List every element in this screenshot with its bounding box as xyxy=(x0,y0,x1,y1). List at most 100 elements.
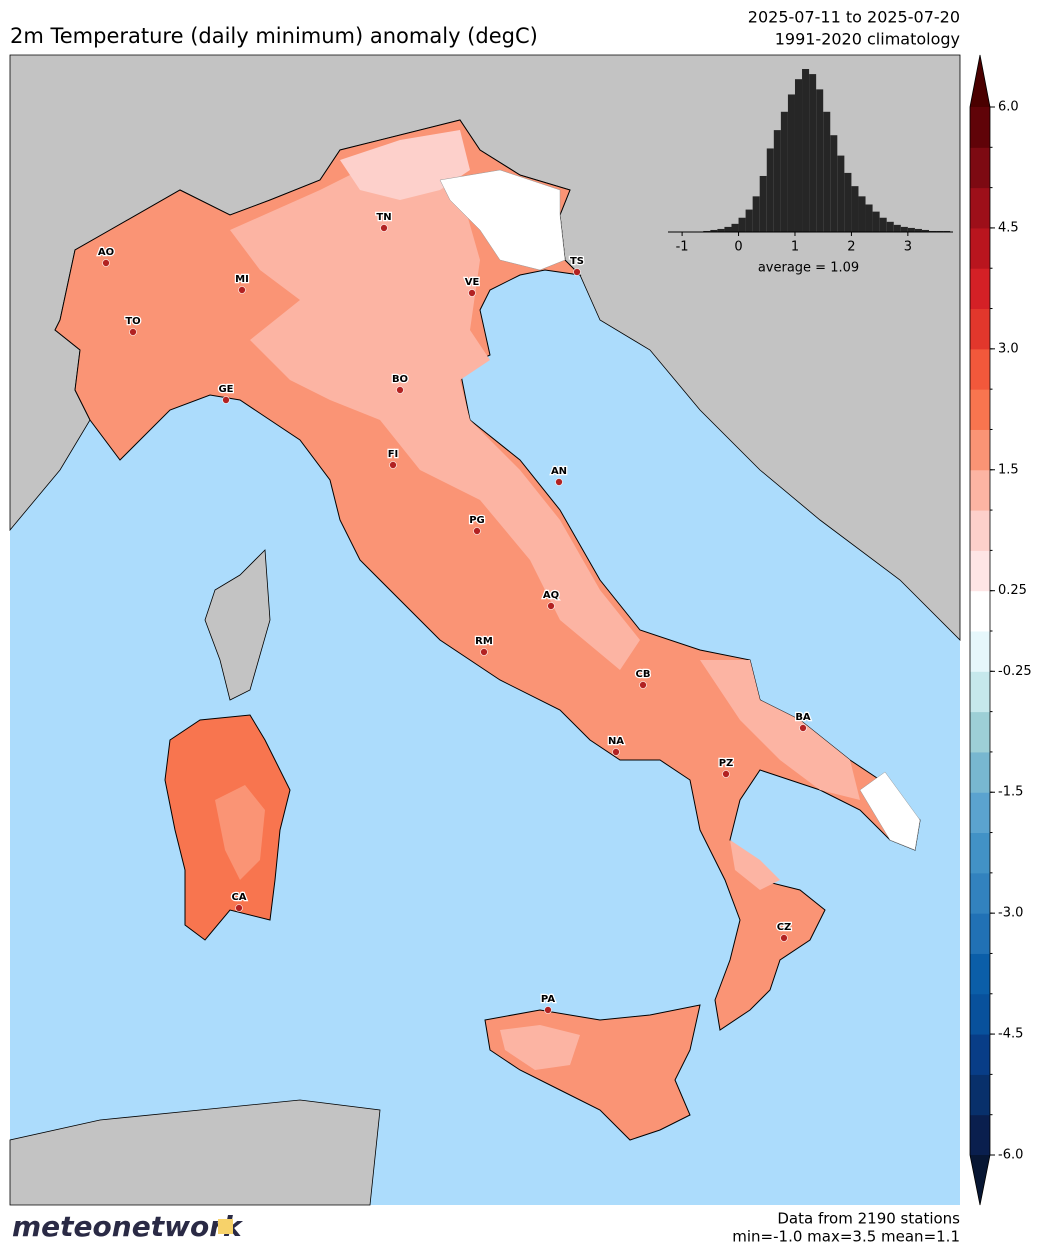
histogram-bar xyxy=(717,228,725,232)
city-label: CZ xyxy=(777,922,792,933)
histogram-bar xyxy=(816,89,824,232)
colorbar-band xyxy=(970,953,990,995)
x-tick-label: 2 xyxy=(847,240,855,255)
histogram-bar xyxy=(830,135,838,232)
city-marker xyxy=(396,386,404,394)
colorbar-band xyxy=(970,550,990,592)
city-label: AQ xyxy=(543,590,559,601)
histogram-bar xyxy=(745,209,753,232)
anomaly-patch xyxy=(700,660,860,800)
city-marker xyxy=(722,770,730,778)
city-marker xyxy=(129,328,137,336)
colorbar-band xyxy=(970,308,990,350)
colorbar-band xyxy=(970,227,990,269)
histogram-bar xyxy=(893,224,901,232)
histogram-bar xyxy=(823,111,831,232)
colorbar-band xyxy=(970,147,990,189)
histogram-annotation: average = 1.09 xyxy=(758,261,859,276)
histogram-bar xyxy=(900,226,908,232)
histogram-bar xyxy=(703,230,711,232)
histogram-bar xyxy=(921,229,930,232)
city-marker xyxy=(389,461,397,469)
city-label: FI xyxy=(388,449,399,460)
histogram-bar xyxy=(738,217,746,232)
city-label: TO xyxy=(125,316,140,327)
city-marker xyxy=(102,259,110,267)
colorbar-band xyxy=(970,348,990,390)
colorbar-band xyxy=(970,389,990,430)
anomaly-patch xyxy=(340,130,470,200)
colorbar-band xyxy=(970,913,990,954)
city-label: BA xyxy=(795,712,811,723)
histogram-bar xyxy=(879,217,887,232)
colorbar-tick-label: -0.25 xyxy=(998,664,1032,679)
histogram-bar xyxy=(844,172,852,232)
colorbar-band xyxy=(970,872,990,914)
colorbar-band xyxy=(970,631,990,672)
city-marker xyxy=(780,934,788,942)
histogram-bar xyxy=(936,230,944,232)
anomaly-patch xyxy=(439,169,566,271)
colorbar-tick-label: 6.0 xyxy=(998,100,1019,115)
city-marker xyxy=(238,286,246,294)
histogram: -1 0 1 2 3 average = 1.09 xyxy=(668,69,953,276)
city-marker xyxy=(612,748,620,756)
histogram-bar xyxy=(858,196,866,232)
histogram-bar xyxy=(773,130,781,232)
city-label: VE xyxy=(465,277,480,288)
histogram-bar xyxy=(780,111,788,232)
city-label: GE xyxy=(218,384,233,395)
x-tick-label: 3 xyxy=(904,240,912,255)
histogram-bar xyxy=(710,229,718,232)
histogram-bar xyxy=(837,155,845,232)
city-marker xyxy=(468,289,476,297)
colorbar-band xyxy=(970,832,990,874)
histogram-bar xyxy=(724,226,732,232)
x-tick-label: 1 xyxy=(791,240,799,255)
histogram-bar xyxy=(752,196,760,232)
city-marker xyxy=(799,724,807,732)
anomaly-patch xyxy=(500,1025,580,1070)
histogram-bar xyxy=(794,79,803,232)
colorbar-band xyxy=(970,1034,990,1075)
city-marker xyxy=(544,1006,552,1014)
histogram-bar xyxy=(943,230,951,232)
histogram-bar xyxy=(914,228,922,232)
colorbar-band xyxy=(970,107,990,148)
city-label: RM xyxy=(475,636,493,647)
stations-note: Data from 2190 stations xyxy=(777,1210,960,1228)
anomaly-patch xyxy=(230,150,640,670)
x-tick-label: 0 xyxy=(734,240,742,255)
city-label: CB xyxy=(636,669,651,680)
city-marker xyxy=(555,478,563,486)
colorbar-band xyxy=(970,751,990,793)
city-label: TS xyxy=(570,256,584,267)
city-label: MI xyxy=(235,274,249,285)
colorbar-extend-top xyxy=(970,55,990,107)
histogram-bar xyxy=(851,186,859,232)
stats-note: min=-1.0 max=3.5 mean=1.1 xyxy=(732,1228,960,1246)
climatology: 1991-2020 climatology xyxy=(775,30,960,49)
city-marker xyxy=(480,648,488,656)
colorbar-band xyxy=(970,469,990,511)
city-label: PA xyxy=(541,994,555,1005)
corsica xyxy=(204,549,271,701)
colorbar-band xyxy=(970,268,990,310)
city-marker xyxy=(639,681,647,689)
land-africa xyxy=(9,1099,381,1206)
histogram-bar xyxy=(731,223,739,232)
city-label: BO xyxy=(392,374,408,385)
colorbar-band xyxy=(970,792,990,834)
city-label: AN xyxy=(551,466,567,477)
colorbar-band xyxy=(970,671,990,713)
colorbar-band xyxy=(970,187,990,229)
histogram-bar xyxy=(872,211,880,232)
colorbar-band xyxy=(970,993,990,1035)
anomaly-patch xyxy=(215,785,265,880)
colorbar-tick-label: 0.25 xyxy=(998,583,1027,598)
histogram-bar xyxy=(759,175,767,232)
anomaly-patch xyxy=(859,771,921,851)
colorbar-band xyxy=(970,711,990,753)
anomaly-patch xyxy=(730,840,780,890)
